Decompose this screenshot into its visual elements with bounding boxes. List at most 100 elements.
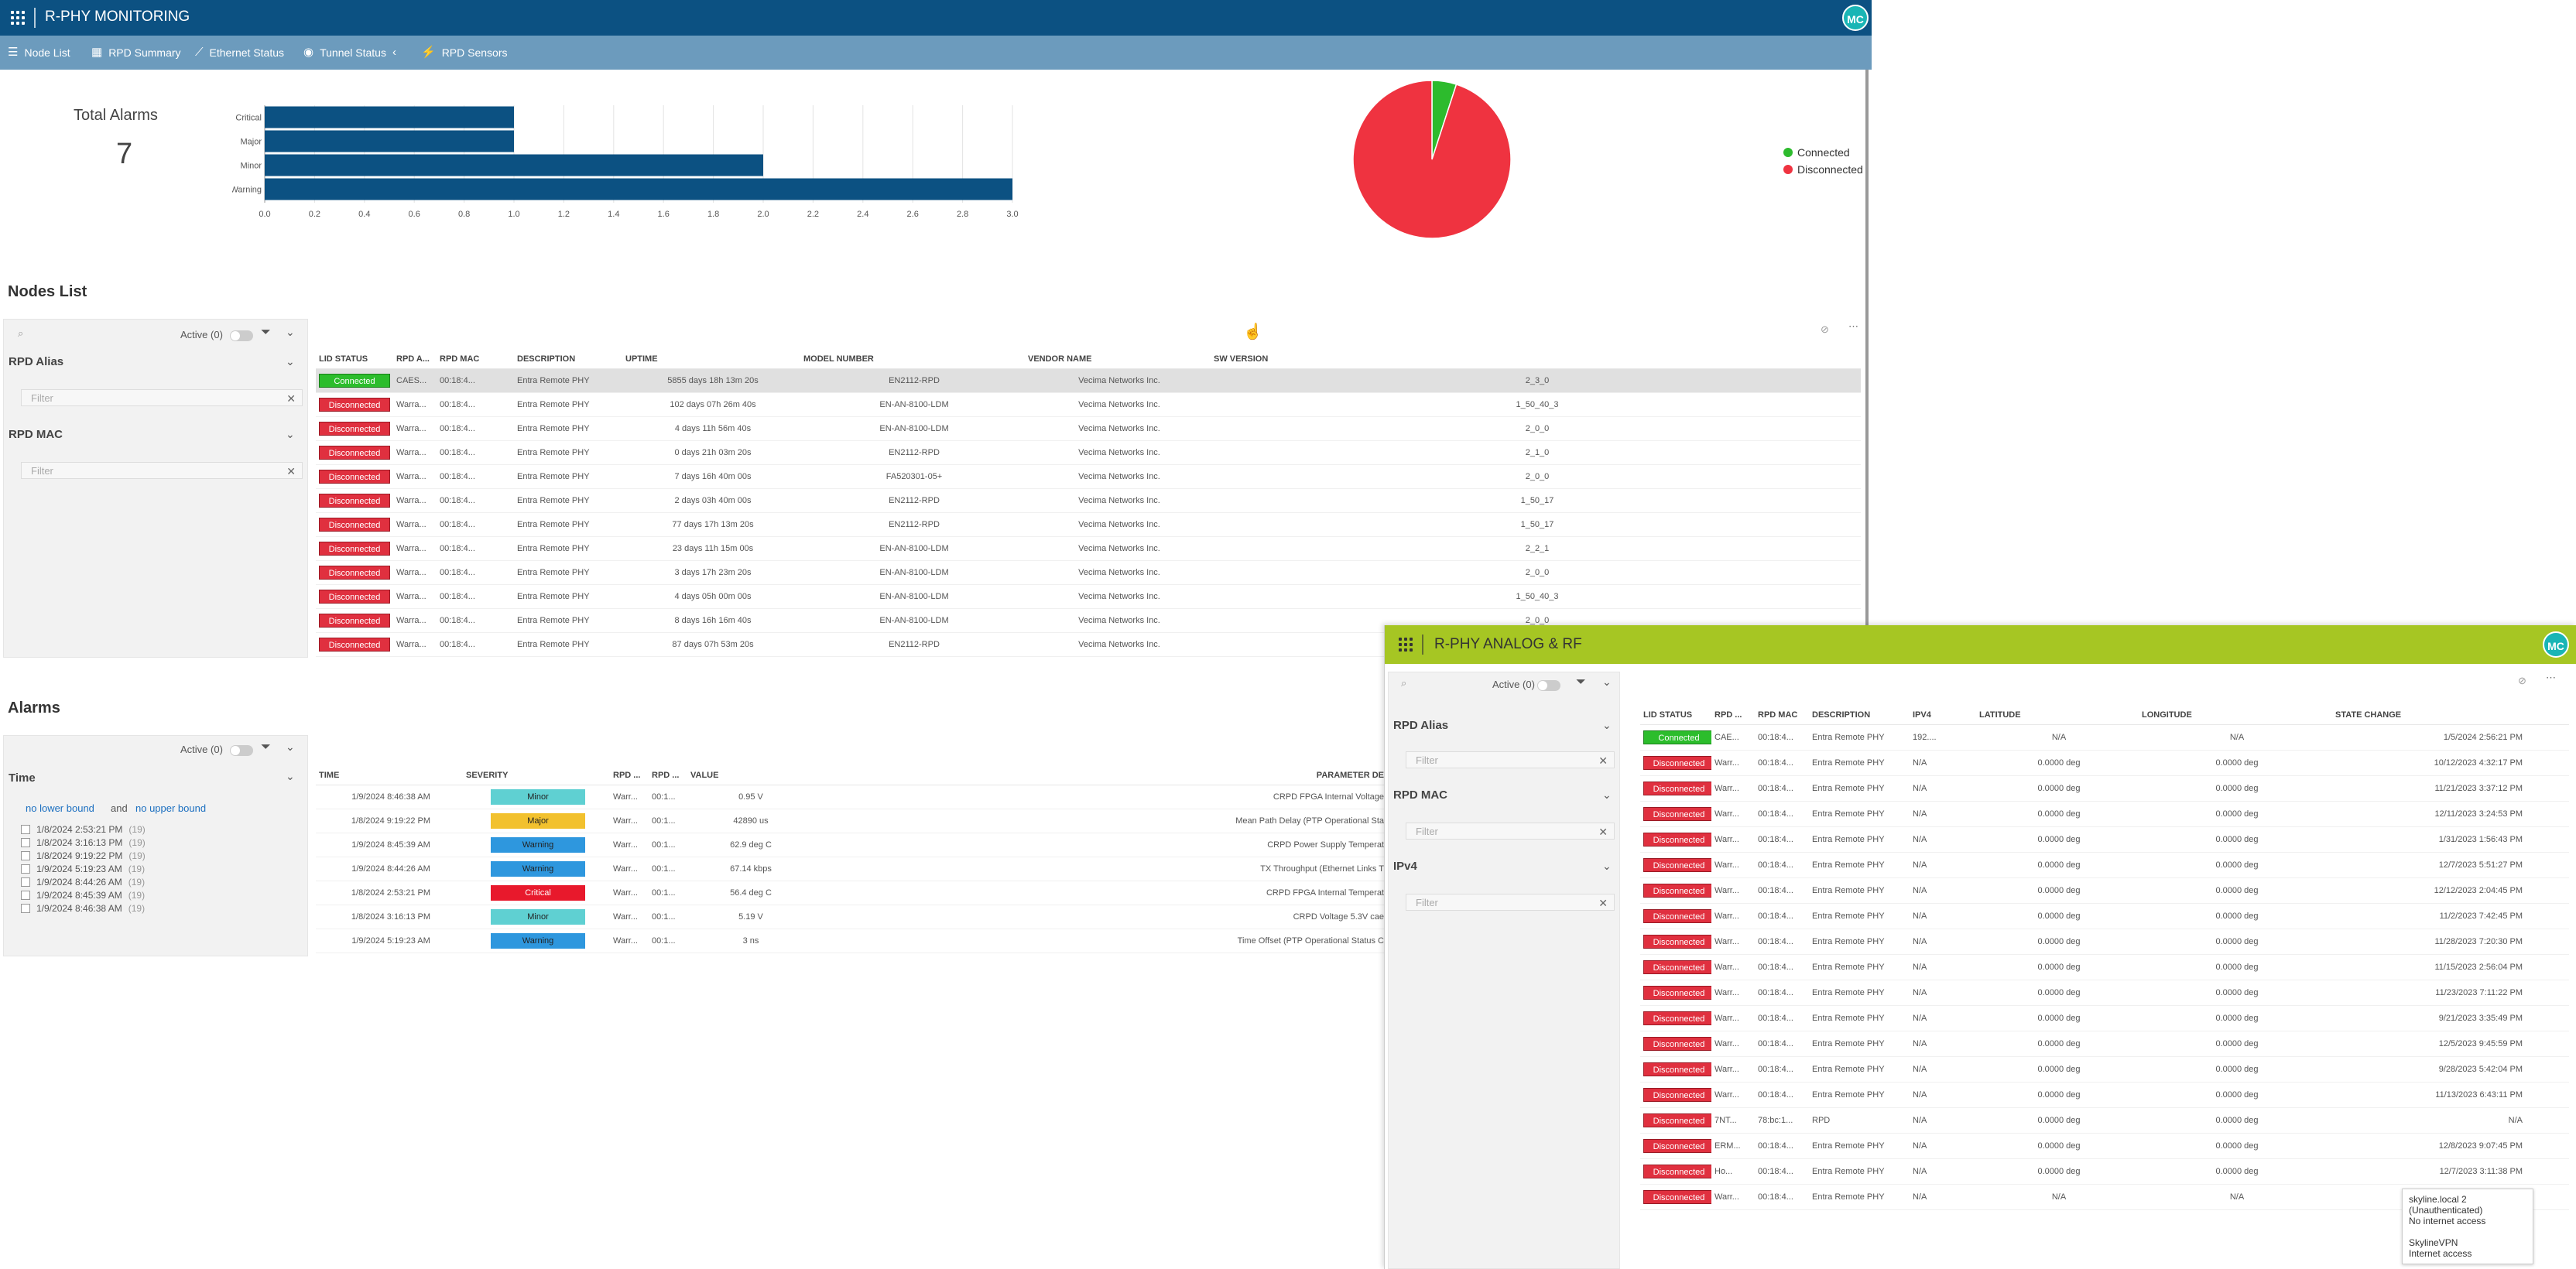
user-avatar[interactable]: MC [1842, 5, 1869, 31]
table-row[interactable]: Disconnected Warr... 00:18:4... Entra Remot… [1640, 1031, 2569, 1057]
filter-icon[interactable]: ⏷ [261, 326, 271, 339]
column-header[interactable]: RPD A... [393, 350, 437, 369]
table-row[interactable]: Disconnected Warr... 00:18:4... Entra Remot… [1640, 877, 2569, 904]
column-header[interactable]: UPTIME [622, 350, 800, 369]
ipv4-filter-input[interactable]: Filter ✕ [1406, 894, 1615, 911]
table-row[interactable]: Disconnected Warr... 00:18:4... Entra Remot… [1640, 801, 2569, 827]
time-filter-item[interactable]: 1/8/2024 9:19:22 PM (19) [21, 849, 146, 862]
chevron-down-icon[interactable]: ⌄ [286, 326, 295, 338]
table-row[interactable]: 1/9/2024 5:19:23 AM Warning Warr... 00:1...… [316, 929, 1384, 953]
chevron-down-icon[interactable]: ⌄ [1602, 788, 1612, 801]
nav-node-list[interactable]: ☰ Node List [8, 36, 70, 70]
table-row[interactable]: Disconnected ERM... 00:18:4... Entra Remote… [1640, 1133, 2569, 1159]
chevron-down-icon[interactable]: ⌄ [1602, 676, 1612, 688]
clear-icon[interactable]: ✕ [286, 392, 296, 405]
table-row[interactable]: Disconnected Warr... 00:18:4... Entra Remot… [1640, 1082, 2569, 1108]
hide-columns-icon[interactable]: ⊘ [2518, 675, 2526, 686]
clear-icon[interactable]: ✕ [1598, 897, 1608, 909]
time-filter-item[interactable]: 1/9/2024 8:46:38 AM (19) [21, 901, 146, 915]
column-header[interactable]: LID STATUS [1640, 706, 1711, 725]
table-row[interactable]: Disconnected Warr... 00:18:4... Entra Remot… [1640, 852, 2569, 878]
chevron-down-icon[interactable]: ⌄ [286, 428, 295, 440]
column-header[interactable]: RPD ... [649, 766, 687, 785]
active-toggle[interactable] [230, 745, 253, 756]
bar-major[interactable] [265, 130, 514, 152]
checkbox[interactable] [21, 824, 30, 834]
table-row[interactable]: Disconnected Warr... 00:18:4... Entra Remot… [1640, 929, 2569, 955]
column-header[interactable]: VENDOR NAME [1025, 350, 1211, 369]
rpd-alias-filter-input[interactable]: Filter ✕ [21, 389, 303, 406]
clear-icon[interactable]: ✕ [1598, 754, 1608, 767]
active-toggle[interactable] [1537, 680, 1560, 691]
more-options-icon[interactable]: ⋯ [1848, 320, 1858, 332]
table-row[interactable]: 1/9/2024 8:46:38 AM Minor Warr... 00:1... 0.… [316, 785, 1384, 809]
apps-grid-icon[interactable] [1399, 638, 1413, 652]
table-row[interactable]: Disconnected Warra... 00:18:4... Entra Remo… [316, 488, 1861, 513]
column-header[interactable]: SW VERSION [1211, 350, 1861, 369]
table-row[interactable]: 1/9/2024 8:44:26 AM Warning Warr... 00:1...… [316, 857, 1384, 881]
chevron-down-icon[interactable]: ⌄ [286, 355, 295, 368]
column-header[interactable]: STATE CHANGE [2332, 706, 2569, 725]
time-filter-item[interactable]: 1/9/2024 8:45:39 AM (19) [21, 888, 146, 901]
rpd-mac-filter-input[interactable]: Filter ✕ [21, 462, 303, 479]
time-filter-item[interactable]: 1/9/2024 5:19:23 AM (19) [21, 862, 146, 875]
column-header[interactable]: TIME [316, 766, 463, 785]
checkbox[interactable] [21, 850, 30, 860]
rpd-mac-filter-input[interactable]: Filter ✕ [1406, 823, 1615, 840]
checkbox[interactable] [21, 903, 30, 913]
table-row[interactable]: Connected CAES... 00:18:4... Entra Remote P… [316, 368, 1861, 393]
checkbox[interactable] [21, 837, 30, 847]
column-header[interactable]: DESCRIPTION [514, 350, 622, 369]
column-header[interactable]: LONGITUDE [2139, 706, 2332, 725]
nav-ethernet-status[interactable]: ⟋ Ethernet Status [195, 36, 284, 70]
column-header[interactable]: RPD ... [610, 766, 649, 785]
pie-slice-disconnected[interactable] [1352, 80, 1512, 239]
bar-minor[interactable] [265, 154, 763, 176]
table-row[interactable]: Disconnected Warra... 00:18:4... Entra Remo… [316, 440, 1861, 465]
table-row[interactable]: Disconnected Warr... 00:18:4... Entra Remot… [1640, 980, 2569, 1006]
column-header[interactable]: RPD MAC [437, 350, 514, 369]
time-filter-item[interactable]: 1/8/2024 2:53:21 PM (19) [21, 823, 146, 836]
bar-critical[interactable] [265, 106, 514, 128]
column-header[interactable]: SEVERITY [463, 766, 610, 785]
column-header[interactable]: RPD MAC [1755, 706, 1809, 725]
table-row[interactable]: Disconnected Warr... 00:18:4... Entra Remot… [1640, 1056, 2569, 1083]
table-row[interactable]: 1/8/2024 3:16:13 PM Minor Warr... 00:1... 5.… [316, 905, 1384, 929]
column-header[interactable]: RPD ... [1711, 706, 1755, 725]
table-row[interactable]: Disconnected Warra... 00:18:4... Entra Remo… [316, 584, 1861, 609]
search-icon[interactable]: ⌕ [18, 327, 24, 339]
upper-bound-link[interactable]: no upper bound [135, 802, 207, 814]
table-row[interactable]: Disconnected Warr... 00:18:4... Entra Remot… [1640, 903, 2569, 929]
column-header[interactable]: IPV4 [1910, 706, 1976, 725]
column-header[interactable]: LATITUDE [1976, 706, 2139, 725]
table-row[interactable]: Connected CAE... 00:18:4... Entra Remote PH… [1640, 724, 2569, 751]
filter-icon[interactable]: ⏷ [261, 741, 271, 754]
user-avatar[interactable]: MC [2543, 631, 2569, 658]
legend-item[interactable]: Connected [1783, 144, 1863, 161]
table-row[interactable]: 1/8/2024 2:53:21 PM Critical Warr... 00:1..… [316, 881, 1384, 905]
clear-icon[interactable]: ✕ [286, 465, 296, 477]
table-row[interactable]: 1/9/2024 8:45:39 AM Warning Warr... 00:1...… [316, 833, 1384, 857]
active-toggle[interactable] [230, 330, 253, 341]
scrollbar[interactable] [1865, 70, 1869, 658]
table-row[interactable]: Disconnected Warra... 00:18:4... Entra Remo… [316, 416, 1861, 441]
chevron-down-icon[interactable]: ⌄ [286, 770, 295, 782]
table-row[interactable]: Disconnected Warr... 00:18:4... Entra Remot… [1640, 1005, 2569, 1031]
table-row[interactable]: Disconnected Warr... 00:18:4... Entra Remot… [1640, 750, 2569, 776]
table-row[interactable]: Disconnected Warra... 00:18:4... Entra Remo… [316, 536, 1861, 561]
lower-bound-link[interactable]: no lower bound [26, 802, 94, 814]
chevron-down-icon[interactable]: ⌄ [286, 741, 295, 753]
nav-rpd-summary[interactable]: ▦ RPD Summary [91, 36, 181, 70]
column-header[interactable]: LID STATUS [316, 350, 393, 369]
bar-warning[interactable] [265, 178, 1012, 200]
table-row[interactable]: Disconnected Warra... 00:18:4... Entra Remo… [316, 560, 1861, 585]
table-row[interactable]: Disconnected Warra... 00:18:4... Entra Remo… [316, 512, 1861, 537]
table-row[interactable]: Disconnected Warr... 00:18:4... Entra Remot… [1640, 775, 2569, 802]
apps-grid-icon[interactable] [11, 11, 25, 25]
checkbox[interactable] [21, 877, 30, 887]
column-header[interactable]: DESCRIPTION [1809, 706, 1910, 725]
nav-tunnel-status[interactable]: ◉ Tunnel Status ‹ [303, 36, 396, 70]
rpd-alias-filter-input[interactable]: Filter ✕ [1406, 751, 1615, 768]
column-header[interactable]: MODEL NUMBER [800, 350, 1025, 369]
search-icon[interactable]: ⌕ [1401, 677, 1407, 689]
